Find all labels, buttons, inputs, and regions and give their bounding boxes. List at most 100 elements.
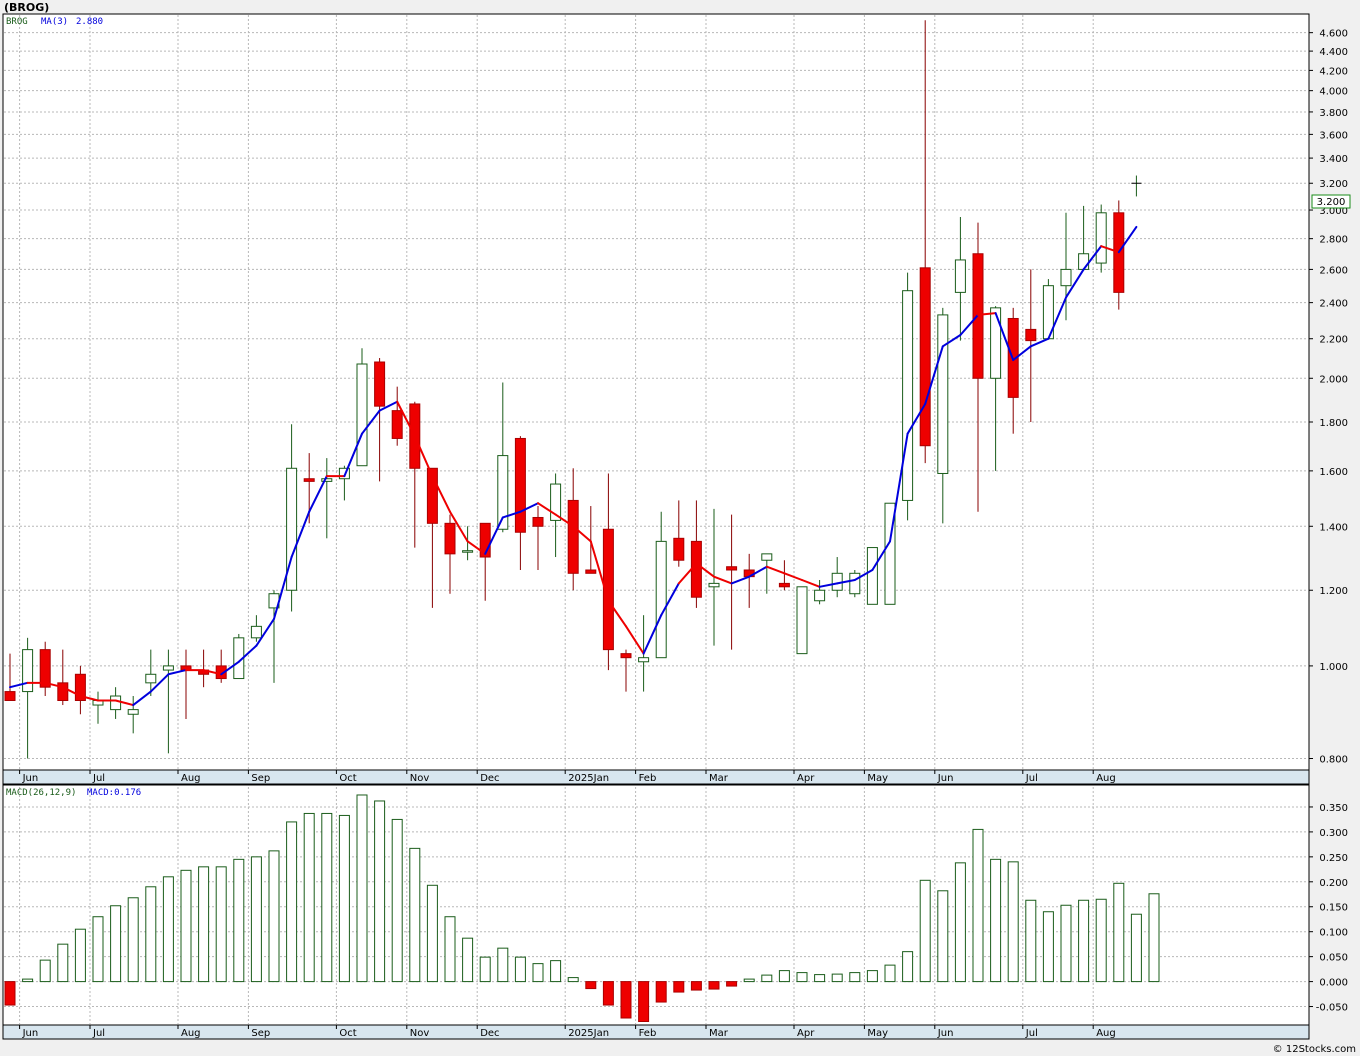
x-tick-label: Apr: [797, 773, 815, 784]
candle: [233, 633, 245, 680]
candle: [954, 217, 966, 341]
macd-y-tick-label: 0.300: [1319, 828, 1348, 839]
ma3-segment: [836, 578, 856, 585]
ma3-segment: [1029, 337, 1050, 348]
macd-bar: [972, 828, 984, 983]
macd-bar: [22, 978, 34, 983]
macd-bar: [92, 916, 104, 983]
macd-bar: [1025, 899, 1037, 983]
candle-body: [954, 259, 966, 293]
ma3-segment: [237, 644, 258, 663]
price-y-tick-label: 3.800: [1319, 108, 1348, 119]
candle-body: [761, 553, 773, 561]
macd-bar: [321, 812, 333, 983]
macd-bar: [638, 981, 650, 1023]
x-tick-label: Sep: [251, 773, 270, 784]
macd-y-tick-label: -0.050: [1316, 1003, 1348, 1014]
macd-bar: [145, 886, 157, 983]
macd-bar: [1007, 861, 1019, 983]
x-tick-label: Apr: [797, 1028, 815, 1039]
x-tick-label: Dec: [480, 773, 499, 784]
macd-bar: [532, 963, 544, 983]
macd-bar: [1042, 911, 1054, 983]
candle: [532, 506, 544, 571]
macd-y-axis: 0.350 0.300 0.250 0.200 0.150 0.100 0.050 0.000…: [1309, 803, 1348, 1014]
macd-bar: [585, 981, 597, 990]
ma3-segment: [959, 313, 979, 336]
candle: [22, 637, 34, 759]
macd-bar: [391, 818, 403, 983]
ma3-segment: [572, 525, 592, 543]
candle: [990, 306, 1002, 471]
price-grid: [4, 15, 1308, 769]
x-tick-label: Jul: [1025, 773, 1038, 784]
ma3-line: [9, 225, 1138, 707]
candle: [796, 586, 808, 655]
legend-ma: MA(3): [41, 17, 68, 27]
macd-bar: [620, 981, 632, 1019]
price-x-axis-strip: [2, 769, 1310, 785]
ma3-segment: [730, 575, 751, 585]
candle: [514, 436, 526, 571]
candle: [356, 348, 368, 467]
macd-bar: [990, 858, 1002, 983]
x-tick-label: Jul: [92, 1028, 105, 1039]
candle-body: [849, 572, 861, 595]
ma3-segment: [801, 578, 821, 588]
candle: [444, 514, 456, 594]
x-tick-label: 2025Jan: [568, 1028, 609, 1039]
x-tick-label: Feb: [639, 773, 657, 784]
candle-body: [57, 682, 69, 701]
ma3-segment: [220, 660, 240, 676]
ma3-segment: [501, 510, 522, 519]
candle: [1060, 212, 1072, 321]
candle-body: [532, 516, 544, 527]
price-y-axis: 4.600 4.400 4.200 4.000 3.800 3.600 3.400 3.200…: [1309, 29, 1348, 765]
candle: [673, 500, 685, 567]
macd-bar: [356, 794, 368, 983]
ma3-segment: [308, 475, 328, 513]
legend-symbol: BROG: [6, 17, 28, 27]
macd-bar: [655, 981, 667, 1003]
candle-body: [726, 566, 738, 571]
macd-bars: [4, 794, 1160, 1023]
x-tick-label: Jun: [22, 1028, 39, 1039]
candle-body: [866, 547, 878, 605]
candle-body: [990, 307, 1002, 379]
macd-bar: [1148, 893, 1160, 983]
macd-bar: [514, 956, 526, 983]
macd-bar: [761, 974, 773, 983]
ma3-segment: [589, 540, 610, 602]
price-x-axis: Jun Jul Aug Sep Oct Nov Dec 2025Jan Feb Mar Apr May…: [19, 770, 1116, 784]
candle: [620, 649, 632, 692]
macd-bar: [338, 814, 350, 983]
ma3-segment: [202, 669, 223, 676]
candle-body: [22, 649, 34, 693]
x-tick-label: Feb: [639, 1028, 657, 1039]
ma3-segment: [449, 510, 469, 543]
ma3-segment: [1100, 245, 1120, 254]
macd-bar: [708, 981, 720, 990]
ma3-segment: [343, 432, 363, 478]
candle: [761, 553, 773, 594]
candle: [250, 615, 262, 642]
legend-macd: MACD(26,12,9): [6, 788, 76, 798]
ma3-segment: [1047, 296, 1067, 340]
candle: [497, 382, 509, 533]
x-tick-label: Aug: [181, 1028, 201, 1039]
candle-body: [1025, 328, 1037, 342]
candle-body: [655, 540, 667, 659]
candle-body: [356, 363, 368, 467]
candle-body: [814, 589, 826, 602]
macd-bar: [673, 981, 685, 993]
ma3-segment: [519, 502, 539, 513]
ma3-segment: [765, 565, 786, 575]
ma3-segment: [994, 312, 1015, 362]
ma3-segment: [255, 617, 275, 647]
macd-y-tick-label: 0.150: [1319, 903, 1348, 914]
ma3-segment: [361, 409, 381, 435]
ma3-segment: [431, 475, 451, 513]
macd-bar: [180, 869, 192, 983]
candle: [462, 526, 474, 561]
macd-bar: [198, 866, 210, 983]
